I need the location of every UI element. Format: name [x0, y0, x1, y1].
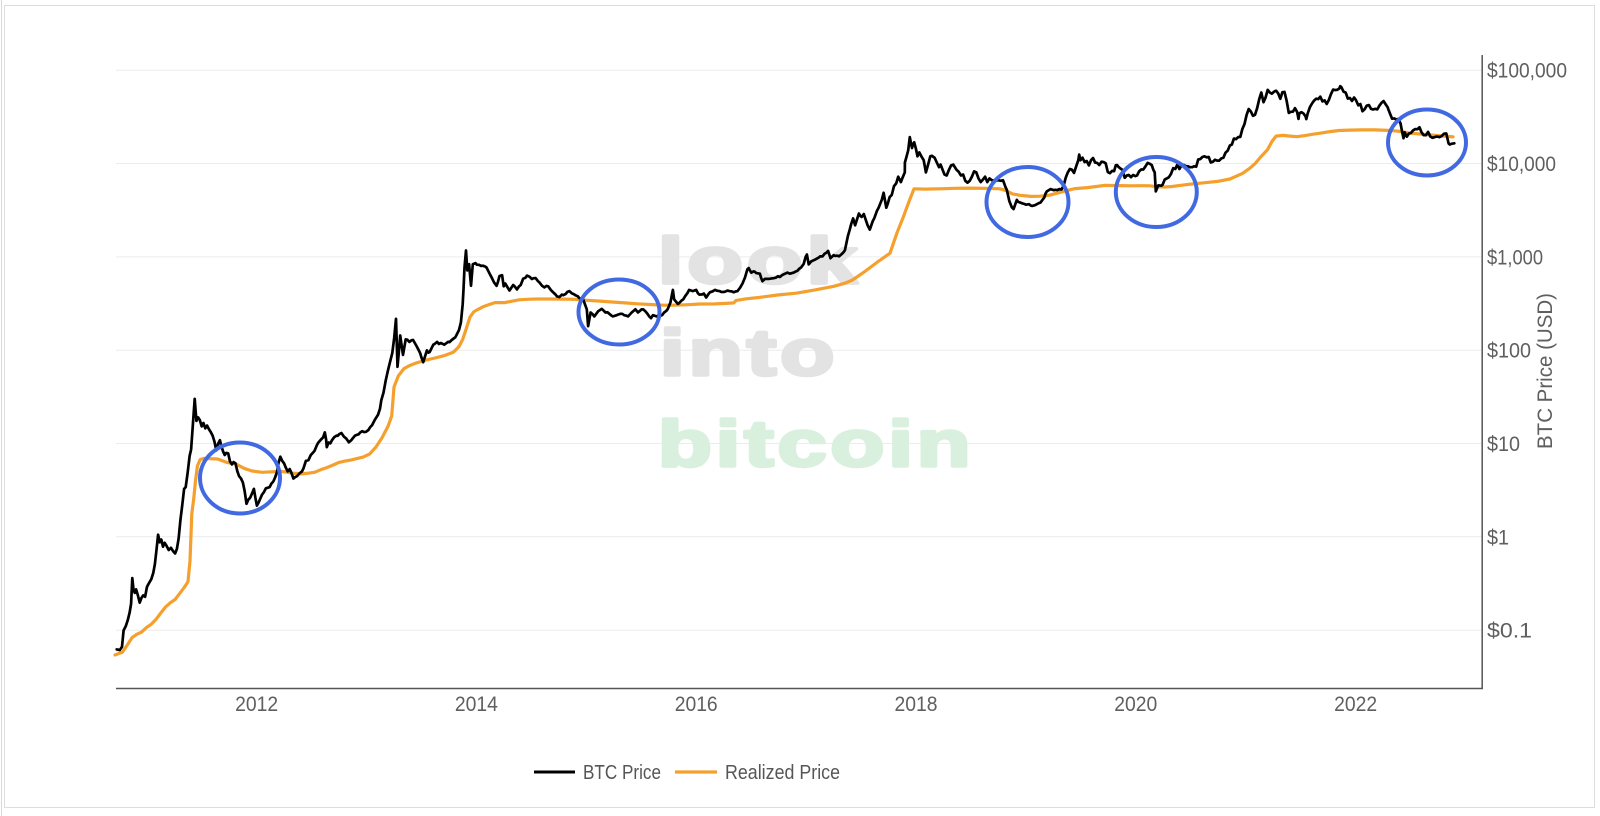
- svg-text:look: look: [658, 225, 861, 297]
- svg-text:2022: 2022: [1334, 693, 1377, 716]
- svg-text:$100,000: $100,000: [1487, 60, 1567, 83]
- svg-text:bitcoin: bitcoin: [658, 408, 975, 480]
- svg-text:2012: 2012: [235, 693, 278, 716]
- svg-text:$0.1: $0.1: [1487, 620, 1532, 643]
- svg-text:$10,000: $10,000: [1487, 153, 1556, 176]
- svg-text:$10: $10: [1487, 433, 1520, 456]
- svg-text:2020: 2020: [1114, 693, 1157, 716]
- svg-text:Realized Price: Realized Price: [725, 762, 840, 784]
- svg-text:2014: 2014: [455, 693, 498, 716]
- svg-text:BTC Price (USD): BTC Price (USD): [1534, 293, 1557, 449]
- svg-text:$100: $100: [1487, 340, 1531, 363]
- svg-text:BTC Price: BTC Price: [583, 762, 661, 784]
- svg-text:2018: 2018: [895, 693, 938, 716]
- svg-text:$1: $1: [1487, 526, 1509, 549]
- svg-text:into: into: [660, 317, 838, 389]
- svg-text:$1,000: $1,000: [1487, 246, 1543, 269]
- svg-text:2016: 2016: [675, 693, 718, 716]
